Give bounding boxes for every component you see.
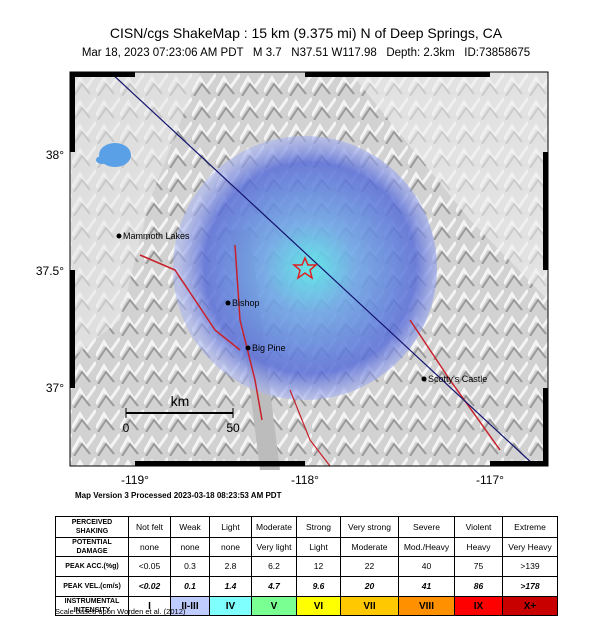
legend-cell: X+ bbox=[502, 596, 558, 616]
scale-bar: km 0 50 bbox=[123, 393, 240, 435]
legend-cell: Very light bbox=[251, 537, 297, 557]
legend-cell: Very strong bbox=[340, 516, 399, 538]
legend-cell: Light bbox=[296, 537, 341, 557]
lon-label: -119° bbox=[121, 473, 149, 487]
title: CISN/cgs ShakeMap : 15 km (9.375 mi) N o… bbox=[110, 25, 503, 41]
legend-cell: none bbox=[128, 537, 171, 557]
row-header: POTENTIAL DAMAGE bbox=[55, 537, 129, 557]
legend-cell: 12 bbox=[296, 556, 341, 577]
legend-cell: Very Heavy bbox=[502, 537, 558, 557]
legend-cell: VI bbox=[296, 596, 341, 616]
footnote: Scale based upon Worden et al. (2012) bbox=[55, 607, 186, 616]
legend-cell: <0.02 bbox=[128, 576, 171, 597]
legend-cell: Weak bbox=[170, 516, 210, 538]
legend-cell: Not felt bbox=[128, 516, 171, 538]
legend-cell: none bbox=[170, 537, 210, 557]
map-area bbox=[69, 71, 549, 470]
legend-cell: 2.8 bbox=[209, 556, 252, 577]
legend-cell: Severe bbox=[398, 516, 455, 538]
subtitle: Mar 18, 2023 07:23:06 AM PDT M 3.7 N37.5… bbox=[82, 47, 530, 59]
scale-unit: km bbox=[171, 393, 190, 409]
legend-row: PEAK ACC.(%g) <0.05 0.3 2.8 6.2 12 22 40 75 >139 bbox=[55, 556, 558, 577]
place-label: Mammoth Lakes bbox=[123, 231, 190, 241]
lon-label: -118° bbox=[291, 473, 319, 487]
legend-cell: 1.4 bbox=[209, 576, 252, 597]
row-header: PERCEIVED SHAKING bbox=[55, 516, 129, 538]
legend-cell: Heavy bbox=[454, 537, 503, 557]
lon-label: -117° bbox=[476, 473, 504, 487]
legend-cell: 40 bbox=[398, 556, 455, 577]
legend-cell: <0.05 bbox=[128, 556, 171, 577]
legend-cell: 20 bbox=[340, 576, 399, 597]
legend-cell: 6.2 bbox=[251, 556, 297, 577]
row-header: PEAK VEL.(cm/s) bbox=[55, 576, 129, 597]
row-header: PEAK ACC.(%g) bbox=[55, 556, 129, 577]
legend-cell: Strong bbox=[296, 516, 341, 538]
legend-cell: Moderate bbox=[251, 516, 297, 538]
lat-labels: 38° 37.5° 37° bbox=[36, 148, 64, 395]
legend-cell: IV bbox=[209, 596, 252, 616]
place-label: Scotty's Castle bbox=[428, 374, 487, 384]
legend-cell: >178 bbox=[502, 576, 558, 597]
legend-cell: II-III bbox=[170, 596, 210, 616]
legend-cell: VIII bbox=[398, 596, 455, 616]
places: Mammoth Lakes Bishop Big Pine Scotty's C… bbox=[116, 231, 487, 384]
legend-cell: Light bbox=[209, 516, 252, 538]
lat-label: 37.5° bbox=[36, 264, 64, 278]
scale-start: 0 bbox=[123, 421, 130, 435]
legend-cell: 0.1 bbox=[170, 576, 210, 597]
legend-row: PERCEIVED SHAKING Not felt Weak Light Modera… bbox=[55, 516, 558, 538]
lon-labels: -119° -118° -117° bbox=[121, 473, 504, 487]
legend-cell: Violent bbox=[454, 516, 503, 538]
legend-cell: Mod./Heavy bbox=[398, 537, 455, 557]
legend-cell: 0.3 bbox=[170, 556, 210, 577]
legend-cell: Moderate bbox=[340, 537, 399, 557]
legend-cell: 75 bbox=[454, 556, 503, 577]
scale-end: 50 bbox=[226, 421, 240, 435]
legend-row: PEAK VEL.(cm/s) <0.02 0.1 1.4 4.7 9.6 20 41 86 >1… bbox=[55, 576, 558, 597]
legend-row: INSTRUMENTAL INTENSITY I II-III IV V VI VII VII… bbox=[55, 596, 558, 616]
intensity-legend: PERCEIVED SHAKING Not felt Weak Light Modera… bbox=[55, 516, 558, 616]
legend-cell: 9.6 bbox=[296, 576, 341, 597]
legend-cell: 86 bbox=[454, 576, 503, 597]
legend-cell: none bbox=[209, 537, 252, 557]
lat-label: 37° bbox=[46, 381, 64, 395]
map-version: Map Version 3 Processed 2023-03-18 08:23… bbox=[75, 491, 282, 500]
place-label: Bishop bbox=[232, 298, 260, 308]
legend-cell: 22 bbox=[340, 556, 399, 577]
lat-label: 38° bbox=[46, 148, 64, 162]
legend-cell: I bbox=[128, 596, 171, 616]
legend-cell: V bbox=[251, 596, 297, 616]
legend-cell: >139 bbox=[502, 556, 558, 577]
legend-row: POTENTIAL DAMAGE none none none Very light Li… bbox=[55, 537, 558, 557]
legend-cell: Extreme bbox=[502, 516, 558, 538]
legend-cell: 41 bbox=[398, 576, 455, 597]
legend-cell: IX bbox=[454, 596, 503, 616]
legend-cell: VII bbox=[340, 596, 399, 616]
place-label: Big Pine bbox=[252, 343, 286, 353]
legend-cell: 4.7 bbox=[251, 576, 297, 597]
